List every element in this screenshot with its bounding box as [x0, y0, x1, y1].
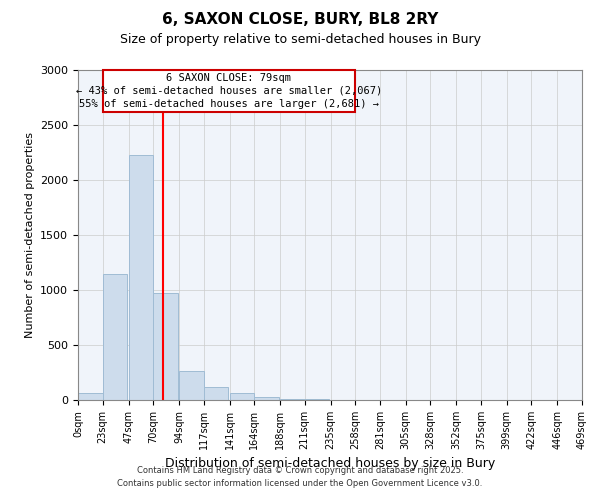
- Text: Size of property relative to semi-detached houses in Bury: Size of property relative to semi-detach…: [119, 32, 481, 46]
- Text: 6, SAXON CLOSE, BURY, BL8 2RY: 6, SAXON CLOSE, BURY, BL8 2RY: [162, 12, 438, 28]
- X-axis label: Distribution of semi-detached houses by size in Bury: Distribution of semi-detached houses by …: [165, 458, 495, 470]
- Bar: [179, 371, 204, 400]
- Bar: [78, 394, 103, 400]
- Bar: [230, 393, 254, 400]
- Bar: [153, 292, 178, 400]
- Bar: [204, 388, 229, 400]
- Y-axis label: Number of semi-detached properties: Number of semi-detached properties: [25, 132, 35, 338]
- Bar: [280, 398, 305, 400]
- Bar: [103, 274, 127, 400]
- Bar: [103, 70, 355, 112]
- Bar: [128, 154, 153, 400]
- Text: 6 SAXON CLOSE: 79sqm
← 43% of semi-detached houses are smaller (2,067)
55% of se: 6 SAXON CLOSE: 79sqm ← 43% of semi-detac…: [76, 72, 382, 109]
- Bar: [254, 396, 279, 400]
- Text: Contains HM Land Registry data © Crown copyright and database right 2025.
Contai: Contains HM Land Registry data © Crown c…: [118, 466, 482, 487]
